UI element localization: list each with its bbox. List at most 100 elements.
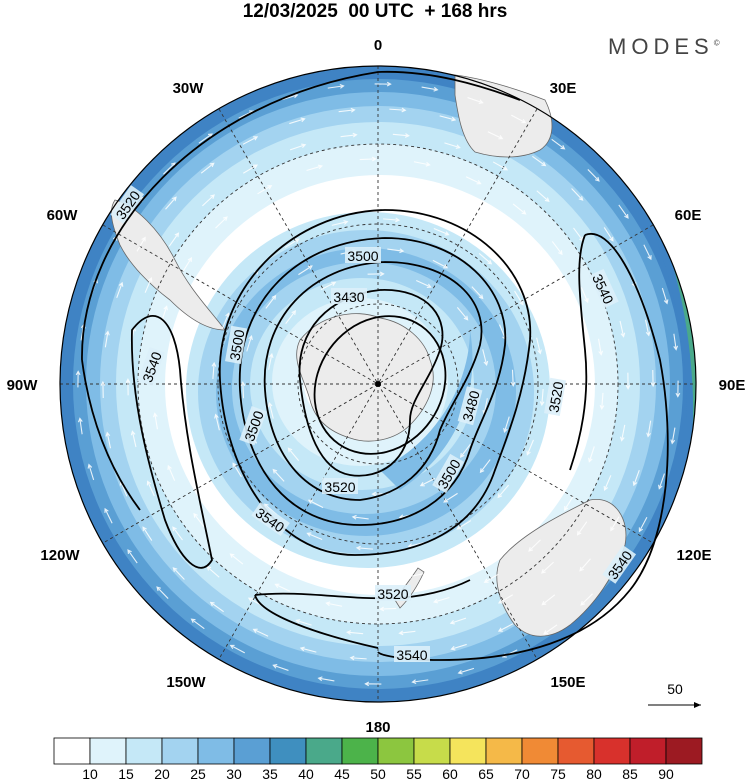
contour-label: 3500 <box>226 328 247 362</box>
wind-arrow <box>209 601 224 613</box>
wind-arrow <box>274 583 291 592</box>
wind-arrow <box>433 596 450 604</box>
wind-arrow <box>658 473 665 490</box>
wind-arrow <box>506 518 519 532</box>
wind-arrow <box>531 263 542 279</box>
wind-arrow <box>618 204 629 219</box>
contour-label-bg <box>110 185 145 224</box>
wind-arrow <box>498 594 514 604</box>
wind-arrow <box>306 532 323 540</box>
wind-arrow <box>439 115 457 122</box>
wind-arrow <box>632 469 640 487</box>
wind-arrow <box>571 188 584 201</box>
wind-arrow <box>541 561 554 574</box>
colorbar-tick-label: 85 <box>622 766 638 782</box>
colorbar-tick-label: 45 <box>334 766 350 782</box>
wind-arrow <box>349 655 367 661</box>
wind-arrow <box>551 241 563 256</box>
wind-arrow <box>406 573 424 579</box>
wind-arrow <box>298 265 313 276</box>
pole-marker <box>375 381 381 387</box>
wind-arrow <box>433 228 450 236</box>
map-title: 12/03/2025 00 UTC + 168 hrs <box>242 1 508 22</box>
wind-arrow <box>331 220 349 226</box>
wind-arrow <box>421 86 439 92</box>
wind-arrow <box>675 380 681 398</box>
wind-arrow <box>252 628 269 637</box>
colorbar-tick-label: 50 <box>370 766 386 782</box>
wind-arrow <box>491 225 506 237</box>
wind-arrow <box>77 417 83 435</box>
wind-arrow <box>332 189 350 195</box>
lon-label-90w: 90W <box>7 377 39 394</box>
wind-arrow <box>526 439 534 456</box>
contour-label-bg <box>331 288 367 304</box>
land-masses <box>110 74 627 637</box>
wind-arrow <box>340 132 358 138</box>
lon-label-150e: 150E <box>550 674 585 691</box>
contour-label: 3540 <box>396 647 427 663</box>
wind-arrow <box>570 366 576 384</box>
reference-vector-value: 50 <box>667 681 683 697</box>
contour-label-bg <box>544 377 567 416</box>
wind-arrow <box>483 573 499 583</box>
wind-arrow <box>413 161 431 167</box>
wind-arrow <box>182 257 193 272</box>
wind-arrow <box>379 606 397 612</box>
wind-arrow <box>272 664 289 671</box>
wind-arrow <box>317 676 335 682</box>
wind-arrow <box>156 586 169 599</box>
wind-arrow <box>383 217 401 223</box>
colorbar-tick-label: 20 <box>154 766 170 782</box>
colorbar-tick-label: 55 <box>406 766 422 782</box>
wind-arrow <box>610 516 620 532</box>
lon-label-60w: 60W <box>47 207 79 224</box>
contour-label-bg <box>251 502 290 537</box>
colorbar-tick-label: 35 <box>262 766 278 782</box>
wind-arrow <box>346 630 364 635</box>
wind-arrow <box>459 443 471 458</box>
lon-label-180: 180 <box>365 719 390 736</box>
wind-arrow <box>576 521 588 536</box>
wind-arrow <box>144 276 153 293</box>
colorbar-swatch <box>233 737 271 765</box>
colorbar: 10 15 20 25 30 35 40 45 50 55 60 65 70 75 80 85 90 <box>53 737 703 782</box>
contour-3430 <box>313 315 447 455</box>
wind-arrow <box>104 330 110 348</box>
wind-arrow <box>350 575 368 581</box>
wind-arrow <box>482 349 489 367</box>
wind-arrow <box>497 623 514 632</box>
wind-arrow <box>287 447 300 461</box>
wind-arrow <box>351 514 369 520</box>
wind-arrow <box>285 310 297 325</box>
wind-arrow <box>543 624 558 635</box>
wind-arrow <box>127 549 138 564</box>
wind-arrow <box>167 464 176 481</box>
wind-arrow <box>599 392 605 410</box>
colorbar-swatch <box>377 737 415 765</box>
wind-arrow <box>510 369 516 387</box>
wind-arrow <box>580 593 593 606</box>
brand-mark: © <box>713 38 720 48</box>
wind-arrow <box>449 617 467 625</box>
colorbar-swatch <box>161 737 199 765</box>
contour-label: 3520 <box>545 380 566 414</box>
wind-arrow <box>646 420 652 438</box>
colorbar-tick-label: 75 <box>550 766 566 782</box>
wind-arrow <box>367 271 385 277</box>
wind-arrow <box>419 477 436 487</box>
contour-label-bg <box>239 406 267 446</box>
colorbar-tick-label: 25 <box>190 766 206 782</box>
wind-arrow <box>479 459 491 474</box>
wind-arrow <box>416 280 432 289</box>
wind-arrow <box>650 369 656 388</box>
wind-arrow <box>200 162 215 174</box>
wind-arrow <box>661 287 669 305</box>
wind-arrow <box>598 338 604 356</box>
wind-arrow <box>325 601 343 607</box>
wind-arrow <box>338 107 356 113</box>
wind-arrow <box>374 81 392 87</box>
colorbar-tick-label: 70 <box>514 766 530 782</box>
wind-arrow <box>307 499 324 509</box>
wind-arrow <box>389 107 407 113</box>
